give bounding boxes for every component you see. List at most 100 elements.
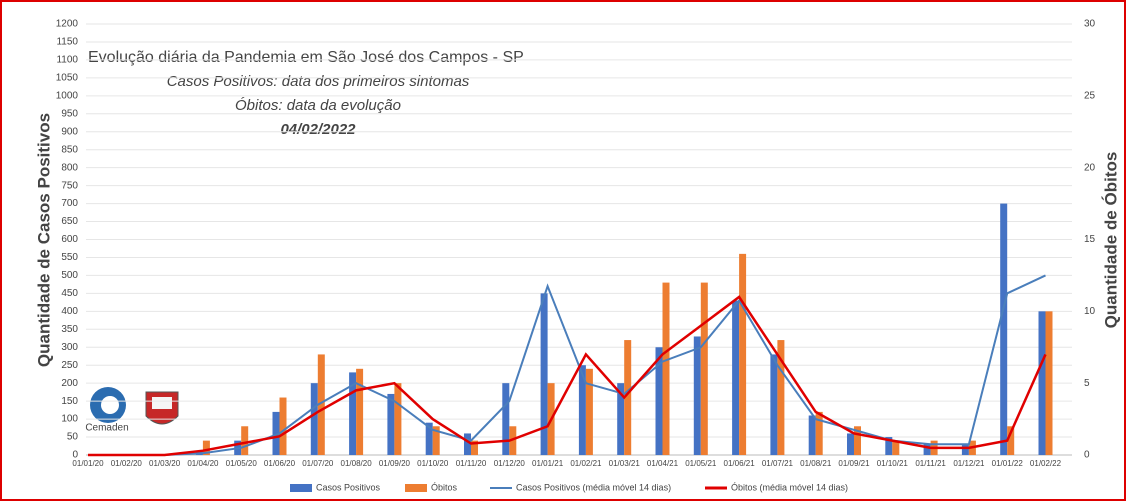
bar [961, 444, 969, 455]
bar [662, 282, 670, 455]
bar [502, 383, 510, 455]
y-tick-label: 100 [61, 414, 78, 425]
y-tick-label: 300 [61, 342, 78, 353]
bar [1007, 426, 1015, 455]
x-tick-label: 01/07/21 [762, 459, 794, 468]
bar [585, 368, 593, 455]
x-tick-label: 01/01/21 [532, 459, 564, 468]
bar [279, 397, 287, 455]
y-tick-label: 0 [72, 450, 78, 461]
x-tick-label: 01/09/20 [379, 459, 411, 468]
y-tick-label: 550 [61, 252, 78, 263]
bar [241, 426, 249, 455]
y-tick-label: 600 [61, 234, 78, 245]
x-tick-label: 01/03/20 [149, 459, 181, 468]
x-tick-label: 01/04/21 [647, 459, 679, 468]
annotation: Casos Positivos: data dos primeiros sint… [167, 73, 470, 90]
bar [1038, 311, 1046, 455]
bar [617, 383, 625, 455]
y2-tick-label: 30 [1084, 19, 1096, 30]
y-tick-label: 800 [61, 162, 78, 173]
bar [770, 354, 778, 455]
bar [272, 411, 280, 455]
x-tick-label: 01/01/22 [992, 459, 1024, 468]
x-tick-label: 01/11/21 [915, 459, 946, 468]
x-tick-label: 01/01/20 [72, 459, 104, 468]
bar [700, 282, 708, 455]
logo-text: Cemaden [85, 423, 128, 434]
bar [655, 347, 663, 455]
legend-label: Casos Positivos [316, 482, 381, 492]
y-tick-label: 350 [61, 324, 78, 335]
bar [777, 340, 785, 455]
bar [1045, 311, 1053, 455]
annotation: 04/02/2022 [280, 121, 356, 138]
y-tick-label: 700 [61, 198, 78, 209]
bar [471, 440, 478, 455]
x-tick-label: 01/11/20 [456, 459, 487, 468]
x-tick-label: 01/10/21 [877, 459, 909, 468]
bar [578, 365, 586, 455]
y2-axis-label: Quantidade de Óbitos [1101, 152, 1120, 329]
line [88, 295, 1047, 457]
legend-swatch [290, 484, 312, 492]
bar [885, 437, 893, 455]
bar [854, 426, 861, 455]
x-tick-label: 01/05/20 [226, 459, 258, 468]
x-tick-label: 01/02/20 [111, 459, 143, 468]
y-axis-label: Quantidade de Casos Positivos [34, 113, 53, 367]
bar [815, 411, 823, 455]
x-tick-label: 01/08/21 [800, 459, 832, 468]
y-tick-label: 450 [61, 288, 78, 299]
bar [923, 444, 931, 455]
bar [540, 293, 548, 455]
bar [1000, 203, 1008, 455]
x-tick-label: 01/06/21 [724, 459, 756, 468]
y-tick-label: 1050 [56, 73, 79, 84]
x-tick-label: 01/12/20 [494, 459, 526, 468]
bar [732, 300, 740, 455]
x-tick-label: 01/12/21 [953, 459, 985, 468]
legend-swatch [405, 484, 427, 492]
bar [387, 393, 395, 455]
bar [356, 368, 364, 455]
legend-label: Óbitos [431, 482, 458, 492]
y-tick-label: 750 [61, 180, 78, 191]
y-tick-label: 900 [61, 126, 78, 137]
x-tick-label: 01/06/20 [264, 459, 296, 468]
bar [693, 336, 701, 455]
x-tick-label: 01/10/20 [417, 459, 449, 468]
x-tick-label: 01/02/22 [1030, 459, 1062, 468]
y-tick-label: 50 [67, 432, 79, 443]
legend-label: Óbitos (média móvel 14 dias) [731, 482, 848, 492]
y-tick-label: 1200 [56, 19, 79, 30]
bar [349, 372, 357, 455]
bar [202, 440, 210, 455]
bar [847, 433, 854, 455]
bar [624, 340, 632, 455]
y2-tick-label: 10 [1084, 306, 1096, 317]
y-tick-label: 1100 [56, 55, 78, 66]
x-tick-label: 01/07/20 [302, 459, 334, 468]
y2-tick-label: 0 [1084, 450, 1090, 461]
bar [425, 422, 433, 455]
bar [808, 415, 816, 455]
y2-tick-label: 15 [1084, 234, 1096, 245]
bar [310, 383, 318, 455]
x-tick-label: 01/04/20 [187, 459, 219, 468]
bar [394, 383, 402, 455]
bar [432, 426, 440, 455]
y2-tick-label: 20 [1084, 162, 1096, 173]
logos: Cemaden [85, 387, 179, 434]
y2-tick-label: 5 [1084, 378, 1090, 389]
y-tick-label: 1000 [56, 90, 79, 101]
bar [317, 354, 325, 455]
bar [892, 440, 900, 455]
logo [101, 396, 119, 414]
x-tick-label: 01/05/21 [685, 459, 717, 468]
y-tick-label: 500 [61, 270, 78, 281]
x-tick-label: 01/09/21 [838, 459, 870, 468]
y-tick-label: 1150 [56, 37, 78, 48]
